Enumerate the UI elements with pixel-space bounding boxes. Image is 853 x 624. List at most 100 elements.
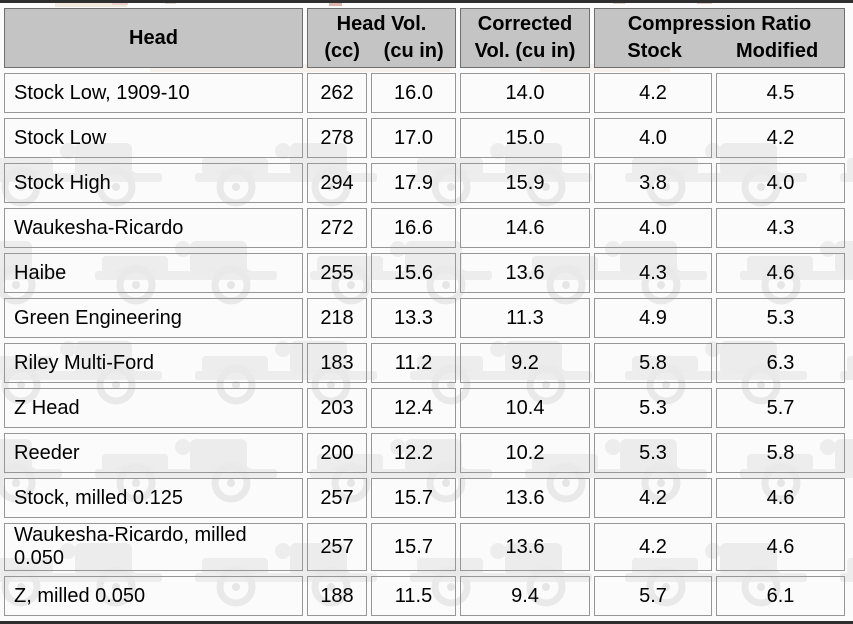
corrected-cell: 11.3 bbox=[460, 298, 591, 338]
stock-ratio-cell: 3.8 bbox=[594, 163, 713, 203]
column-header-head-vol: Head Vol. (cc) (cu in) bbox=[307, 8, 457, 68]
corrected-cell: 13.6 bbox=[460, 478, 591, 518]
corrected-cell: 14.6 bbox=[460, 208, 591, 248]
cuin-cell: 11.5 bbox=[371, 576, 457, 616]
modified-ratio-cell: 6.3 bbox=[716, 343, 846, 383]
cuin-cell: 13.3 bbox=[371, 298, 457, 338]
compression-stock-label: Stock bbox=[627, 40, 682, 62]
corrected-cell: 15.9 bbox=[460, 163, 591, 203]
cc-cell: 255 bbox=[307, 253, 367, 293]
head-name-cell: Stock Low bbox=[4, 118, 303, 158]
stock-ratio-cell: 5.3 bbox=[594, 433, 713, 473]
corrected-cell: 9.2 bbox=[460, 343, 591, 383]
corrected-cell: 13.6 bbox=[460, 253, 591, 293]
cuin-cell: 16.0 bbox=[371, 73, 457, 113]
head-name-cell: Waukesha-Ricardo bbox=[4, 208, 303, 248]
cuin-cell: 12.2 bbox=[371, 433, 457, 473]
cc-cell: 257 bbox=[307, 523, 367, 571]
head-vol-label: Head Vol. bbox=[336, 13, 427, 35]
table-row: Reeder 200 12.2 10.2 5.3 5.8 bbox=[4, 433, 846, 473]
stock-ratio-cell: 4.2 bbox=[594, 73, 713, 113]
table-row: Waukesha-Ricardo, milled 0.050 257 15.7 … bbox=[4, 523, 846, 571]
table-row: Z, milled 0.050 188 11.5 9.4 5.7 6.1 bbox=[4, 576, 846, 616]
table-row: Waukesha-Ricardo 272 16.6 14.6 4.0 4.3 bbox=[4, 208, 846, 248]
head-name-cell: Waukesha-Ricardo, milled 0.050 bbox=[4, 523, 303, 571]
stock-ratio-cell: 5.8 bbox=[594, 343, 713, 383]
head-name-cell: Z, milled 0.050 bbox=[4, 576, 303, 616]
table-row: Stock Low 278 17.0 15.0 4.0 4.2 bbox=[4, 118, 846, 158]
corrected-cell: 15.0 bbox=[460, 118, 591, 158]
cc-cell: 200 bbox=[307, 433, 367, 473]
table-row: Haibe 255 15.6 13.6 4.3 4.6 bbox=[4, 253, 846, 293]
cc-cell: 203 bbox=[307, 388, 367, 428]
cc-cell: 272 bbox=[307, 208, 367, 248]
cuin-cell: 17.0 bbox=[371, 118, 457, 158]
stock-ratio-cell: 5.3 bbox=[594, 388, 713, 428]
modified-ratio-cell: 4.6 bbox=[716, 478, 846, 518]
cc-cell: 278 bbox=[307, 118, 367, 158]
head-name-cell: Z Head bbox=[4, 388, 303, 428]
head-name-cell: Riley Multi-Ford bbox=[4, 343, 303, 383]
head-name-cell: Haibe bbox=[4, 253, 303, 293]
table-row: Riley Multi-Ford 183 11.2 9.2 5.8 6.3 bbox=[4, 343, 846, 383]
cc-cell: 262 bbox=[307, 73, 367, 113]
modified-ratio-cell: 6.1 bbox=[716, 576, 846, 616]
head-name-cell: Green Engineering bbox=[4, 298, 303, 338]
head-name-cell: Stock, milled 0.125 bbox=[4, 478, 303, 518]
corrected-cell: 10.4 bbox=[460, 388, 591, 428]
head-vol-cc-label: (cc) bbox=[324, 40, 360, 62]
head-vol-cuin-label: (cu in) bbox=[383, 40, 444, 62]
stock-ratio-cell: 4.2 bbox=[594, 523, 713, 571]
head-name-cell: Stock Low, 1909-10 bbox=[4, 73, 303, 113]
corrected-cell: 13.6 bbox=[460, 523, 591, 571]
compression-modified-label: Modified bbox=[735, 40, 819, 62]
head-label: Head bbox=[129, 26, 178, 49]
cuin-cell: 15.7 bbox=[371, 478, 457, 518]
cuin-cell: 15.7 bbox=[371, 523, 457, 571]
cuin-cell: 15.6 bbox=[371, 253, 457, 293]
cuin-cell: 12.4 bbox=[371, 388, 457, 428]
cc-cell: 188 bbox=[307, 576, 367, 616]
column-header-corrected-vol: Corrected Vol. (cu in) bbox=[460, 8, 591, 68]
modified-ratio-cell: 4.3 bbox=[716, 208, 846, 248]
cc-cell: 183 bbox=[307, 343, 367, 383]
header-row: Head Head Vol. (cc) (cu in) Corrected Vo… bbox=[4, 8, 846, 68]
modified-ratio-cell: 4.6 bbox=[716, 523, 846, 571]
stock-ratio-cell: 4.3 bbox=[594, 253, 713, 293]
head-name-cell: Stock High bbox=[4, 163, 303, 203]
stock-ratio-cell: 4.2 bbox=[594, 478, 713, 518]
compression-ratio-label: Compression Ratio bbox=[627, 13, 812, 35]
table-row: Green Engineering 218 13.3 11.3 4.9 5.3 bbox=[4, 298, 846, 338]
column-header-compression-ratio: Compression Ratio Stock Modified bbox=[594, 8, 846, 68]
corrected-vol-label-line2: Vol. (cu in) bbox=[474, 40, 576, 62]
corrected-cell: 14.0 bbox=[460, 73, 591, 113]
modified-ratio-cell: 4.6 bbox=[716, 253, 846, 293]
table-row: Stock, milled 0.125 257 15.7 13.6 4.2 4.… bbox=[4, 478, 846, 518]
compression-ratio-table: Head Head Vol. (cc) (cu in) Corrected Vo… bbox=[0, 3, 849, 621]
table-row: Stock Low, 1909-10 262 16.0 14.0 4.2 4.5 bbox=[4, 73, 846, 113]
cuin-cell: 17.9 bbox=[371, 163, 457, 203]
corrected-cell: 10.2 bbox=[460, 433, 591, 473]
modified-ratio-cell: 4.5 bbox=[716, 73, 846, 113]
table-row: Z Head 203 12.4 10.4 5.3 5.7 bbox=[4, 388, 846, 428]
head-name-cell: Reeder bbox=[4, 433, 303, 473]
corrected-vol-label-line1: Corrected bbox=[477, 13, 573, 35]
corrected-cell: 9.4 bbox=[460, 576, 591, 616]
cuin-cell: 11.2 bbox=[371, 343, 457, 383]
stock-ratio-cell: 4.0 bbox=[594, 208, 713, 248]
cuin-cell: 16.6 bbox=[371, 208, 457, 248]
stock-ratio-cell: 4.0 bbox=[594, 118, 713, 158]
column-header-head: Head bbox=[4, 8, 303, 68]
modified-ratio-cell: 5.7 bbox=[716, 388, 846, 428]
modified-ratio-cell: 5.8 bbox=[716, 433, 846, 473]
cc-cell: 218 bbox=[307, 298, 367, 338]
stock-ratio-cell: 4.9 bbox=[594, 298, 713, 338]
modified-ratio-cell: 4.2 bbox=[716, 118, 846, 158]
cc-cell: 257 bbox=[307, 478, 367, 518]
modified-ratio-cell: 4.0 bbox=[716, 163, 846, 203]
stock-ratio-cell: 5.7 bbox=[594, 576, 713, 616]
cc-cell: 294 bbox=[307, 163, 367, 203]
modified-ratio-cell: 5.3 bbox=[716, 298, 846, 338]
table-row: Stock High 294 17.9 15.9 3.8 4.0 bbox=[4, 163, 846, 203]
